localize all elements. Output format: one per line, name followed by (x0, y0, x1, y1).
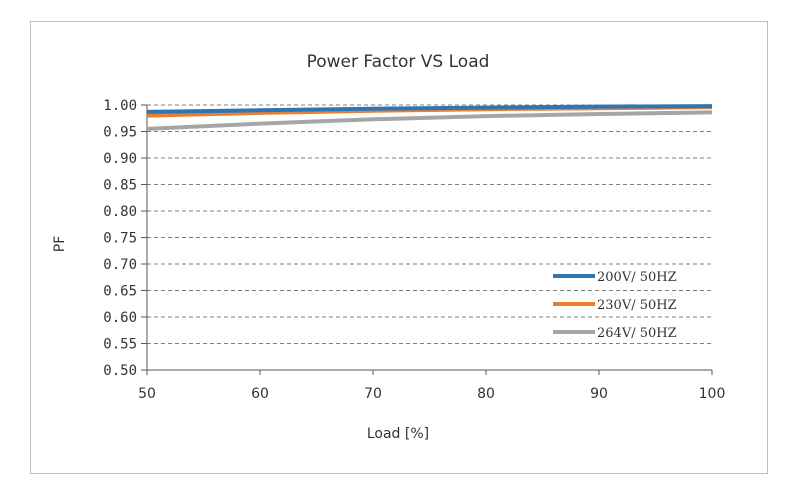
x-tick-label: 100 (699, 386, 726, 402)
y-tick-label: 0.55 (103, 337, 137, 353)
y-tick-label: 0.80 (103, 204, 137, 220)
y-axis-label: PF (52, 236, 68, 253)
series-line (146, 110, 713, 131)
x-tick-label: 80 (477, 386, 495, 402)
legend-label: 230V/ 50HZ (597, 298, 677, 313)
x-tick-label: 70 (364, 386, 382, 402)
x-tick-label: 50 (138, 386, 156, 402)
x-tick-label: 60 (251, 386, 269, 402)
y-tick-label: 1.00 (103, 98, 137, 114)
y-tick-label: 0.65 (103, 284, 137, 300)
y-tick-label: 0.90 (103, 151, 137, 167)
chart-title: Power Factor VS Load (307, 52, 490, 72)
legend-label: 264V/ 50HZ (597, 326, 677, 341)
series-line (146, 104, 713, 114)
y-tick-label: 0.50 (103, 363, 137, 379)
x-axis-label: Load [%] (367, 426, 429, 442)
y-tick-label: 0.70 (103, 257, 137, 273)
legend-label: 200V/ 50HZ (597, 270, 677, 285)
y-tick-label: 0.60 (103, 310, 137, 326)
chart-frame (30, 21, 768, 474)
y-tick-label: 0.75 (103, 231, 137, 247)
y-tick-label: 0.95 (103, 125, 137, 141)
y-tick-label: 0.85 (103, 178, 137, 194)
x-tick-label: 90 (590, 386, 608, 402)
